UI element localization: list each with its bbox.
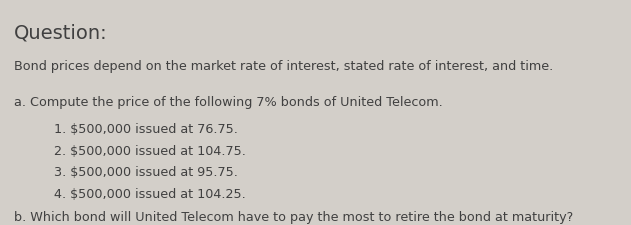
Text: 4. $500,000 issued at 104.25.: 4. $500,000 issued at 104.25.	[54, 187, 245, 200]
Text: Bond prices depend on the market rate of interest, stated rate of interest, and : Bond prices depend on the market rate of…	[14, 60, 553, 73]
Text: 2. $500,000 issued at 104.75.: 2. $500,000 issued at 104.75.	[54, 144, 245, 157]
Text: 1. $500,000 issued at 76.75.: 1. $500,000 issued at 76.75.	[54, 123, 237, 136]
Text: a. Compute the price of the following 7% bonds of United Telecom.: a. Compute the price of the following 7%…	[14, 96, 442, 109]
Text: b. Which bond will United Telecom have to pay the most to retire the bond at mat: b. Which bond will United Telecom have t…	[14, 210, 573, 223]
Text: Question:: Question:	[14, 24, 107, 43]
Text: 3. $500,000 issued at 95.75.: 3. $500,000 issued at 95.75.	[54, 165, 237, 178]
